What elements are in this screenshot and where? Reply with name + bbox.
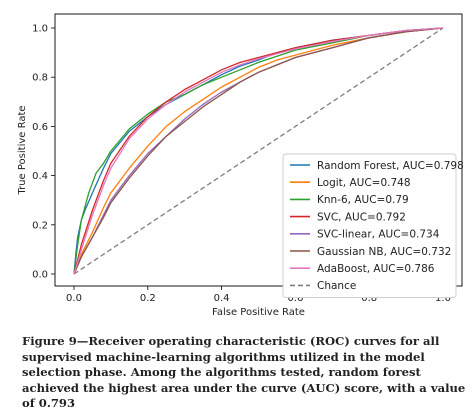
legend-box (282, 153, 457, 299)
x-tick-label: 0.8 (361, 293, 377, 304)
legend-entry: SVC, AUC=0.792 (317, 211, 406, 223)
x-tick-label: 0.4 (214, 293, 230, 304)
x-tick-label: 0.2 (140, 293, 156, 304)
y-axis-label: True Positive Rate (17, 105, 28, 195)
legend-entry: Random Forest, AUC=0.798 (317, 160, 464, 172)
y-axis: 0.0 0.2 0.4 0.6 0.8 1.0 (32, 24, 55, 281)
series-line-1 (73, 27, 444, 275)
x-axis-label: False Positive Rate (212, 307, 305, 318)
y-tick-label: 0.8 (32, 73, 48, 84)
legend-entry: Logit, AUC=0.748 (317, 177, 411, 189)
legend: Random Forest, AUC=0.798 Logit, AUC=0.748… (282, 153, 464, 299)
y-tick-label: 0.2 (32, 220, 48, 231)
y-tick-label: 0.4 (32, 171, 48, 182)
x-tick-label: 0.0 (66, 293, 82, 304)
series-line-5 (73, 27, 444, 275)
y-tick-label: 1.0 (32, 24, 48, 35)
x-tick-label: 1.0 (435, 293, 451, 304)
legend-entry: AdaBoost, AUC=0.786 (317, 263, 435, 275)
series-line-7 (73, 27, 444, 275)
plot-area (73, 27, 444, 275)
x-tick-label: 0.6 (287, 293, 303, 304)
legend-entry: SVC-linear, AUC=0.734 (317, 229, 440, 241)
legend-entry: Gaussian NB, AUC=0.732 (317, 246, 451, 258)
y-tick-label: 0.0 (32, 270, 48, 281)
series-line-6 (73, 27, 444, 275)
legend-entry: Chance (317, 280, 356, 292)
figure-caption: Figure 9—Receiver operating characterist… (22, 334, 466, 410)
series-line-3 (73, 27, 444, 275)
legend-entry: Knn-6, AUC=0.79 (317, 194, 409, 206)
plot-frame (54, 13, 463, 287)
y-tick-label: 0.6 (32, 122, 48, 133)
roc-chart: 0.0 0.2 0.4 0.6 0.8 1.0 0.0 0.2 0.4 0.6 0.8 1.0 Fa… (17, 13, 464, 318)
